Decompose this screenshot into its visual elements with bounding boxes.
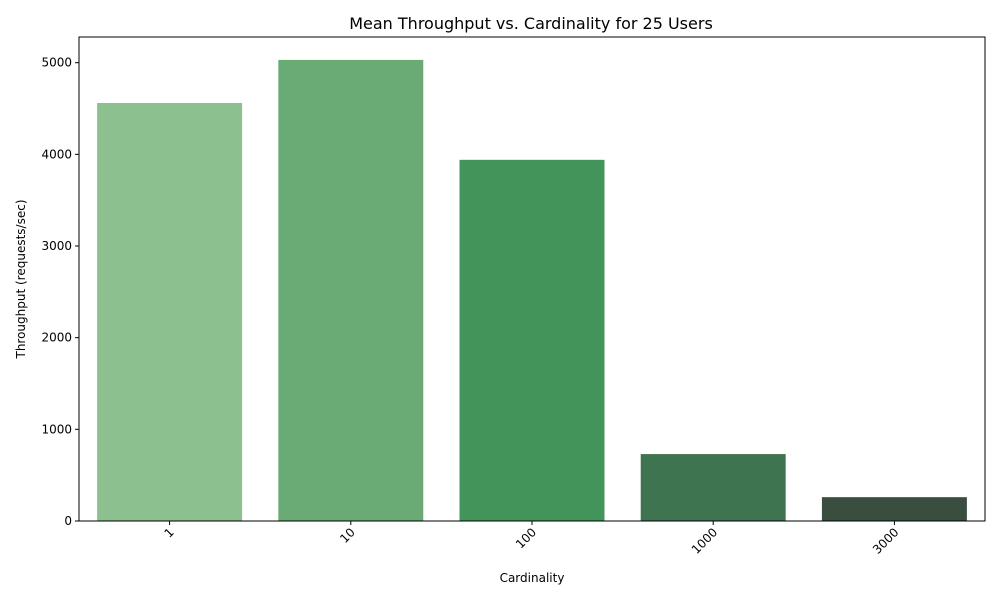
bar-10 xyxy=(278,59,424,522)
y-tick-label: 4000 xyxy=(41,147,72,161)
y-tick-label: 5000 xyxy=(41,56,72,70)
x-tick-label: 1000 xyxy=(689,525,720,556)
x-axis-label: Cardinality xyxy=(500,571,565,585)
x-tick-label: 10 xyxy=(337,525,358,546)
y-axis-ticks: 0 1000 2000 3000 4000 5000 xyxy=(41,56,79,528)
chart-title: Mean Throughput vs. Cardinality for 25 U… xyxy=(349,14,713,33)
bar-100 xyxy=(459,159,605,521)
bar-1 xyxy=(97,103,243,521)
bars-layer xyxy=(97,59,967,522)
x-tick-label: 3000 xyxy=(870,525,901,556)
bar-3000 xyxy=(821,497,967,521)
y-axis-label: Throughput (requests/sec) xyxy=(14,199,28,359)
y-tick-label: 3000 xyxy=(41,239,72,253)
bar-1000 xyxy=(640,454,786,521)
y-tick-label: 2000 xyxy=(41,331,72,345)
y-tick-label: 1000 xyxy=(41,422,72,436)
x-tick-label: 1 xyxy=(161,525,176,540)
y-tick-label: 0 xyxy=(64,514,72,528)
x-tick-label: 100 xyxy=(513,525,539,551)
x-axis-ticks: 1 10 100 1000 3000 xyxy=(161,521,902,557)
